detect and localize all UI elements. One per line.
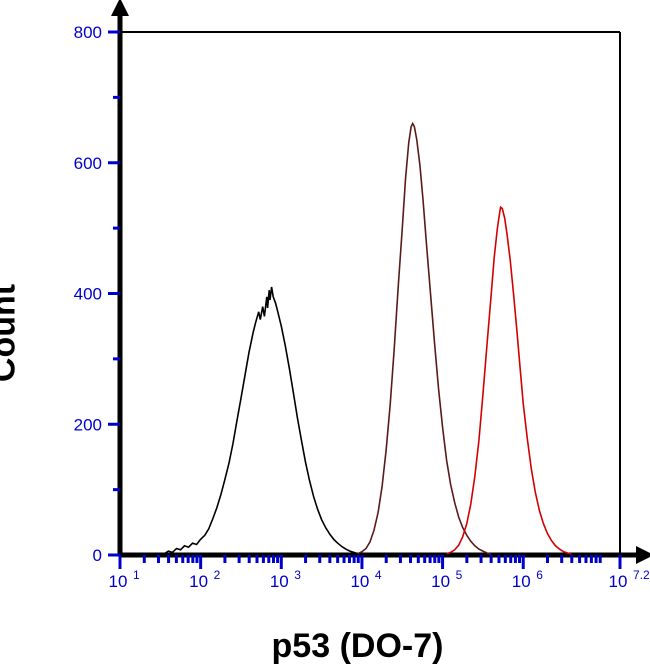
flow-cytometry-histogram: { "type": "histogram", "xlabel": "p53 (D…: [0, 0, 650, 666]
x-axis-label: p53 (DO-7): [272, 627, 444, 666]
y-axis-label: Count: [0, 284, 24, 382]
svg-text:600: 600: [74, 154, 102, 173]
svg-text:10: 10: [609, 572, 628, 591]
svg-text:10: 10: [512, 572, 531, 591]
svg-text:200: 200: [74, 415, 102, 434]
series-isotype: [164, 287, 362, 554]
svg-text:400: 400: [74, 285, 102, 304]
series-untreated: [358, 124, 491, 555]
svg-text:7.2: 7.2: [633, 568, 650, 582]
svg-text:10: 10: [109, 572, 128, 591]
series-treated: [447, 207, 572, 554]
svg-text:10: 10: [431, 572, 450, 591]
svg-text:2: 2: [214, 568, 221, 582]
svg-text:6: 6: [536, 568, 543, 582]
svg-text:5: 5: [456, 568, 463, 582]
svg-text:800: 800: [74, 23, 102, 42]
svg-text:10: 10: [189, 572, 208, 591]
svg-text:10: 10: [270, 572, 289, 591]
svg-text:1: 1: [133, 568, 140, 582]
svg-text:10: 10: [350, 572, 369, 591]
svg-text:0: 0: [93, 546, 102, 565]
plot-svg: 0 200 400 600 800 10 1 10 2 10 3 10 4 10 5 10 6 10 7.2: [0, 0, 650, 666]
svg-text:4: 4: [375, 568, 382, 582]
svg-text:3: 3: [294, 568, 301, 582]
